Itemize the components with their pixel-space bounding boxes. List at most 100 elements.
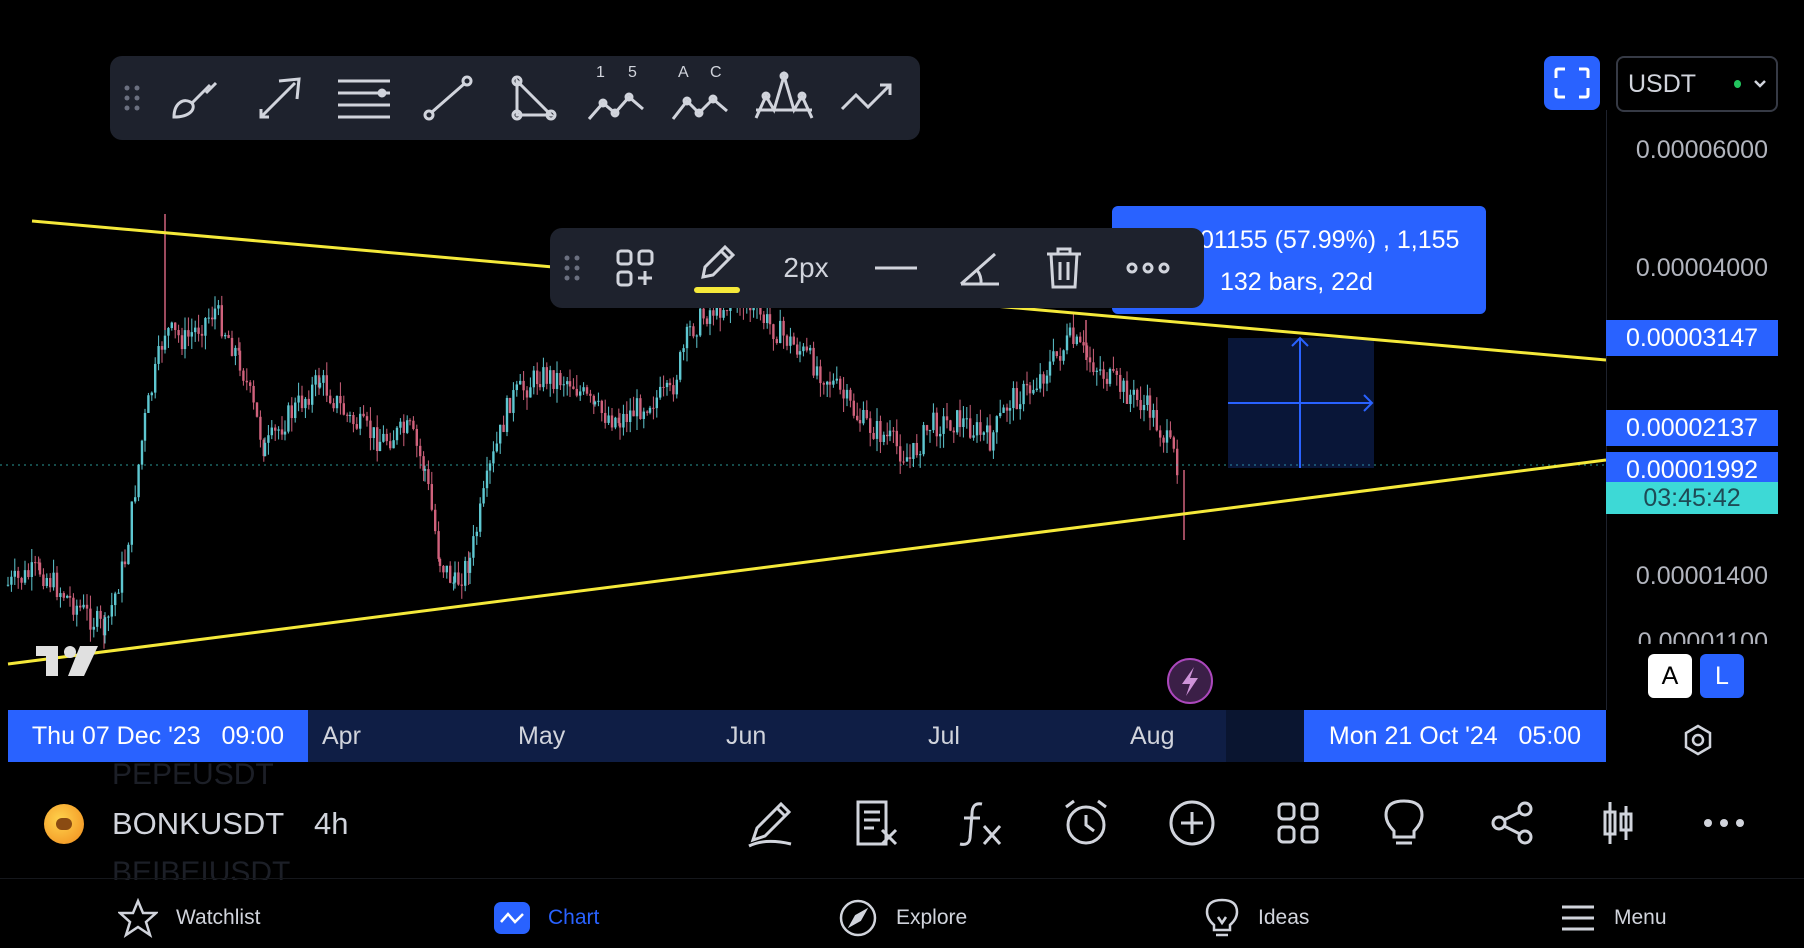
nav-menu-label: Menu: [1614, 906, 1667, 929]
measure-arrow-up: [1291, 336, 1309, 347]
candle-body: [204, 318, 207, 336]
layouts-icon[interactable]: [1270, 795, 1326, 851]
nav-explore[interactable]: Explore: [838, 893, 967, 943]
drag-handle-icon[interactable]: [110, 56, 154, 140]
nav-ideas[interactable]: Ideas: [1204, 893, 1309, 943]
candle-body: [925, 425, 929, 431]
candle-body: [127, 544, 130, 565]
candle-body: [89, 608, 92, 630]
tradingview-logo-icon: [36, 646, 98, 676]
nav-chart[interactable]: Chart: [494, 893, 599, 943]
brush-icon[interactable]: [154, 56, 238, 140]
candle-body: [457, 572, 460, 585]
candle-body: [749, 305, 752, 311]
chart-settings-icon[interactable]: [1676, 718, 1720, 762]
add-icon[interactable]: [1164, 795, 1220, 851]
candle-body: [604, 412, 607, 423]
ideas-bulb-icon[interactable]: [1376, 795, 1432, 851]
candle-body: [935, 412, 938, 437]
more-icon[interactable]: [1696, 795, 1752, 851]
candle-body: [415, 428, 418, 446]
trash-icon[interactable]: [1022, 228, 1106, 308]
head-shoulders-icon[interactable]: [742, 56, 826, 140]
fullscreen-button[interactable]: [1544, 56, 1600, 110]
candle-body: [392, 440, 395, 449]
candle-body: [434, 509, 437, 532]
pattern-15-icon[interactable]: 1 5: [574, 56, 658, 140]
line-color-pencil-icon[interactable]: [676, 228, 758, 308]
draw-icon[interactable]: [742, 795, 798, 851]
nav-watchlist[interactable]: Watchlist: [118, 893, 260, 943]
trendline-icon[interactable]: [406, 56, 490, 140]
candle-body: [17, 570, 20, 578]
candle-body: [1002, 407, 1005, 413]
candle-body: [468, 557, 472, 573]
candle-body: [695, 335, 698, 337]
triangle-icon[interactable]: [490, 56, 574, 140]
pattern-ac-icon[interactable]: A C: [658, 56, 742, 140]
symbol-name[interactable]: BONKUSDT: [112, 806, 285, 841]
time-axis-month: Apr: [322, 722, 361, 750]
arrow-icon[interactable]: [238, 56, 322, 140]
upper-line-price-tag: 0.00003147: [1606, 320, 1778, 356]
candle-body: [665, 382, 669, 388]
candle-body: [835, 378, 838, 381]
candle-body: [27, 570, 30, 578]
candle-body: [635, 398, 639, 417]
candle-body: [249, 382, 252, 386]
candle-body: [1065, 335, 1069, 351]
candle-body: [267, 435, 270, 443]
candle-body: [1152, 410, 1155, 418]
candle-body: [575, 388, 578, 396]
candle-body: [952, 430, 955, 433]
interval-button[interactable]: 4h: [314, 806, 349, 841]
nav-menu[interactable]: Menu: [1560, 893, 1667, 943]
auto-scale-button[interactable]: A: [1648, 654, 1692, 698]
candle-body: [13, 570, 16, 577]
candle-body: [123, 561, 127, 565]
candle-body: [675, 379, 678, 395]
candle-body: [23, 570, 27, 583]
line-style-icon[interactable]: [854, 228, 938, 308]
lower-trendline[interactable]: [7, 458, 1607, 666]
candle-body: [1059, 356, 1062, 361]
candle-body: [1052, 351, 1055, 362]
drag-handle-icon[interactable]: [550, 228, 594, 308]
angle-icon[interactable]: [938, 228, 1022, 308]
more-options-icon[interactable]: [1106, 228, 1190, 308]
pattern-label-c: C: [710, 64, 722, 81]
notes-icon[interactable]: [848, 795, 904, 851]
candle-body: [300, 395, 304, 409]
candle-body: [802, 346, 805, 352]
candle-body: [59, 593, 62, 597]
lines-icon[interactable]: [322, 56, 406, 140]
candle-body: [1169, 430, 1172, 438]
candle-body: [962, 418, 965, 428]
price-label: 0.00004000: [1635, 254, 1768, 282]
candle-body: [1125, 380, 1129, 404]
lightning-icon[interactable]: [1167, 658, 1213, 704]
alert-icon[interactable]: [1058, 795, 1114, 851]
currency-select[interactable]: USDT: [1616, 56, 1778, 112]
candle-body: [555, 373, 559, 389]
candle-body: [317, 375, 321, 388]
share-icon[interactable]: [1484, 795, 1540, 851]
forecast-icon[interactable]: [826, 56, 910, 140]
candle-body: [662, 386, 665, 388]
candle-body: [1132, 389, 1135, 395]
log-scale-button[interactable]: L: [1700, 654, 1744, 698]
line-width-button[interactable]: 2px: [783, 252, 829, 283]
candle-body: [270, 427, 273, 436]
drawing-toolbar: 1 5 A C: [110, 56, 920, 140]
candle-body: [238, 350, 242, 371]
candle-body: [1075, 336, 1078, 345]
candles-icon[interactable]: [1590, 795, 1646, 851]
candle-body: [1148, 395, 1152, 418]
template-grid-icon[interactable]: [594, 228, 676, 308]
candle-body: [699, 308, 702, 336]
candle-body: [705, 318, 709, 324]
price-label: 0.00006000: [1635, 136, 1768, 164]
candle-body: [1146, 395, 1149, 405]
indicators-icon[interactable]: [952, 795, 1008, 851]
candle-body: [92, 626, 95, 630]
